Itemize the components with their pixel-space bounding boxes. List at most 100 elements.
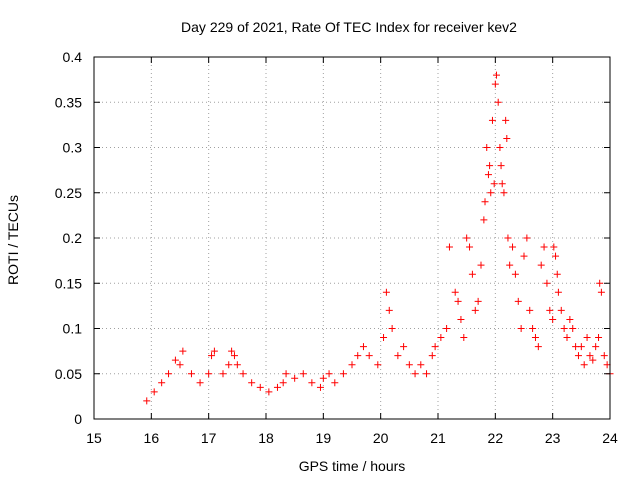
- data-point: [354, 352, 362, 360]
- y-axis-ticks: 0 0.05 0.1 0.15 0.2 0.25 0.3 0.35 0.4: [55, 49, 610, 427]
- data-point: [492, 71, 500, 79]
- x-tick-label: 17: [201, 430, 217, 446]
- data-point: [481, 198, 489, 206]
- data-point: [466, 243, 474, 251]
- data-point: [325, 370, 333, 378]
- data-point: [359, 343, 367, 351]
- data-point: [165, 370, 173, 378]
- x-tick-label: 18: [258, 430, 274, 446]
- data-point: [176, 361, 184, 369]
- data-point: [506, 261, 514, 269]
- data-point: [457, 315, 465, 323]
- data-point: [586, 352, 594, 360]
- data-point: [497, 162, 505, 170]
- data-point: [560, 325, 568, 332]
- data-point: [431, 343, 439, 351]
- data-point: [595, 334, 603, 342]
- data-point: [339, 370, 347, 378]
- data-point: [471, 306, 479, 314]
- data-point: [577, 343, 585, 351]
- data-point: [552, 252, 560, 260]
- data-point: [282, 370, 290, 378]
- data-point: [171, 356, 179, 364]
- data-point: [523, 234, 531, 242]
- x-tick-label: 20: [373, 430, 389, 446]
- data-point: [143, 397, 151, 405]
- data-point: [365, 352, 373, 360]
- data-point: [405, 361, 413, 369]
- data-point: [537, 261, 545, 269]
- data-point: [553, 270, 561, 278]
- data-point: [566, 315, 574, 323]
- data-point: [331, 379, 339, 387]
- data-point: [592, 343, 600, 351]
- data-point: [514, 297, 522, 305]
- data-point: [554, 288, 562, 296]
- data-point: [273, 383, 281, 391]
- data-point: [494, 98, 502, 106]
- data-point: [474, 297, 482, 305]
- data-point: [158, 379, 166, 387]
- data-point: [460, 334, 468, 342]
- data-point: [187, 370, 195, 378]
- data-point: [511, 270, 519, 278]
- data-point: [597, 288, 605, 296]
- data-point: [491, 80, 499, 88]
- data-point: [487, 189, 495, 197]
- data-point: [291, 374, 299, 382]
- data-point: [256, 383, 264, 391]
- x-axis-label: GPS time / hours: [299, 458, 406, 474]
- data-point: [509, 243, 517, 251]
- x-tick-label: 24: [602, 430, 618, 446]
- x-axis-ticks: 15 16 17 18 19 20 21 22 23 24: [86, 57, 618, 446]
- data-point: [563, 334, 571, 342]
- data-point: [382, 288, 390, 296]
- data-point: [484, 171, 492, 179]
- data-point: [486, 162, 494, 170]
- data-point: [233, 361, 241, 369]
- data-point: [483, 144, 491, 151]
- data-point: [219, 370, 227, 378]
- data-point: [205, 370, 213, 378]
- data-point: [520, 252, 528, 260]
- data-point: [385, 306, 393, 314]
- data-point: [580, 361, 588, 369]
- data-point: [600, 352, 608, 360]
- data-point: [569, 325, 577, 332]
- data-point: [239, 370, 247, 378]
- x-tick-label: 23: [545, 430, 561, 446]
- data-point: [574, 352, 582, 360]
- data-point: [374, 361, 382, 369]
- y-tick-label: 0.2: [63, 230, 83, 246]
- data-point: [583, 334, 591, 342]
- data-point: [596, 279, 604, 287]
- data-point: [423, 370, 431, 378]
- y-tick-label: 0.4: [63, 49, 83, 65]
- data-point: [400, 343, 408, 351]
- data-point: [477, 261, 485, 269]
- y-axis-label: ROTI / TECUs: [5, 195, 21, 285]
- data-point: [500, 189, 508, 197]
- y-tick-label: 0.3: [63, 140, 83, 156]
- data-point: [468, 270, 476, 278]
- data-point: [498, 180, 506, 188]
- data-point: [557, 306, 565, 314]
- data-point: [480, 216, 488, 224]
- data-point: [210, 347, 218, 355]
- y-tick-label: 0.25: [55, 185, 82, 201]
- data-point: [454, 297, 462, 305]
- data-point: [550, 243, 558, 251]
- data-point: [411, 370, 419, 378]
- data-point: [546, 306, 554, 314]
- data-point: [488, 116, 496, 124]
- data-point: [526, 306, 534, 314]
- data-point: [502, 116, 510, 124]
- y-tick-label: 0.35: [55, 94, 82, 110]
- data-point: [394, 352, 402, 360]
- data-point: [529, 325, 537, 332]
- data-point: [549, 315, 557, 323]
- data-point: [228, 347, 236, 355]
- y-tick-label: 0: [74, 411, 82, 427]
- data-point: [208, 352, 216, 360]
